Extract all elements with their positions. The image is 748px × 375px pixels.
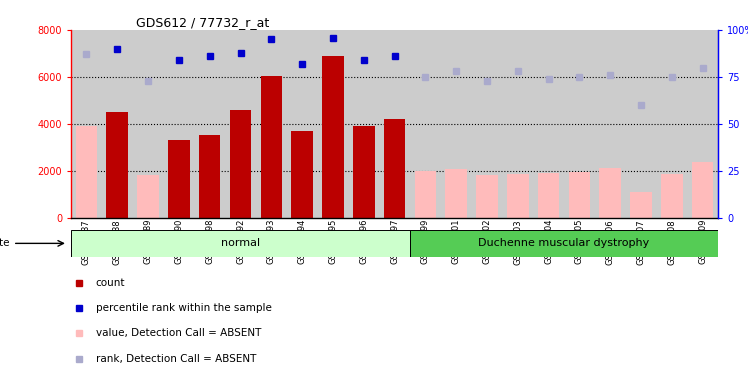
Text: value, Detection Call = ABSENT: value, Detection Call = ABSENT [96,328,261,338]
Bar [76,126,97,218]
Bar [71,230,410,257]
Bar [384,119,405,218]
Bar [353,126,375,218]
Bar [199,135,221,218]
Bar [445,170,467,217]
Bar [692,162,714,218]
Text: percentile rank within the sample: percentile rank within the sample [96,303,272,313]
Bar [414,171,436,217]
Text: count: count [96,278,125,288]
Bar [661,174,683,217]
Bar [568,172,590,217]
Text: rank, Detection Call = ABSENT: rank, Detection Call = ABSENT [96,354,256,364]
Bar [410,230,718,257]
Bar [168,140,190,218]
Bar [599,168,621,217]
Text: normal: normal [221,238,260,248]
Text: Duchenne muscular dystrophy: Duchenne muscular dystrophy [479,238,650,248]
Bar [106,112,128,218]
Bar [507,174,529,217]
Bar [292,131,313,218]
Bar [476,176,497,217]
Text: disease state: disease state [0,238,10,248]
Text: GDS612 / 77732_r_at: GDS612 / 77732_r_at [136,16,269,29]
Bar [631,192,652,217]
Bar [538,173,560,217]
Bar [230,110,251,218]
Bar [322,56,344,217]
Bar [138,176,159,217]
Bar [260,76,282,217]
